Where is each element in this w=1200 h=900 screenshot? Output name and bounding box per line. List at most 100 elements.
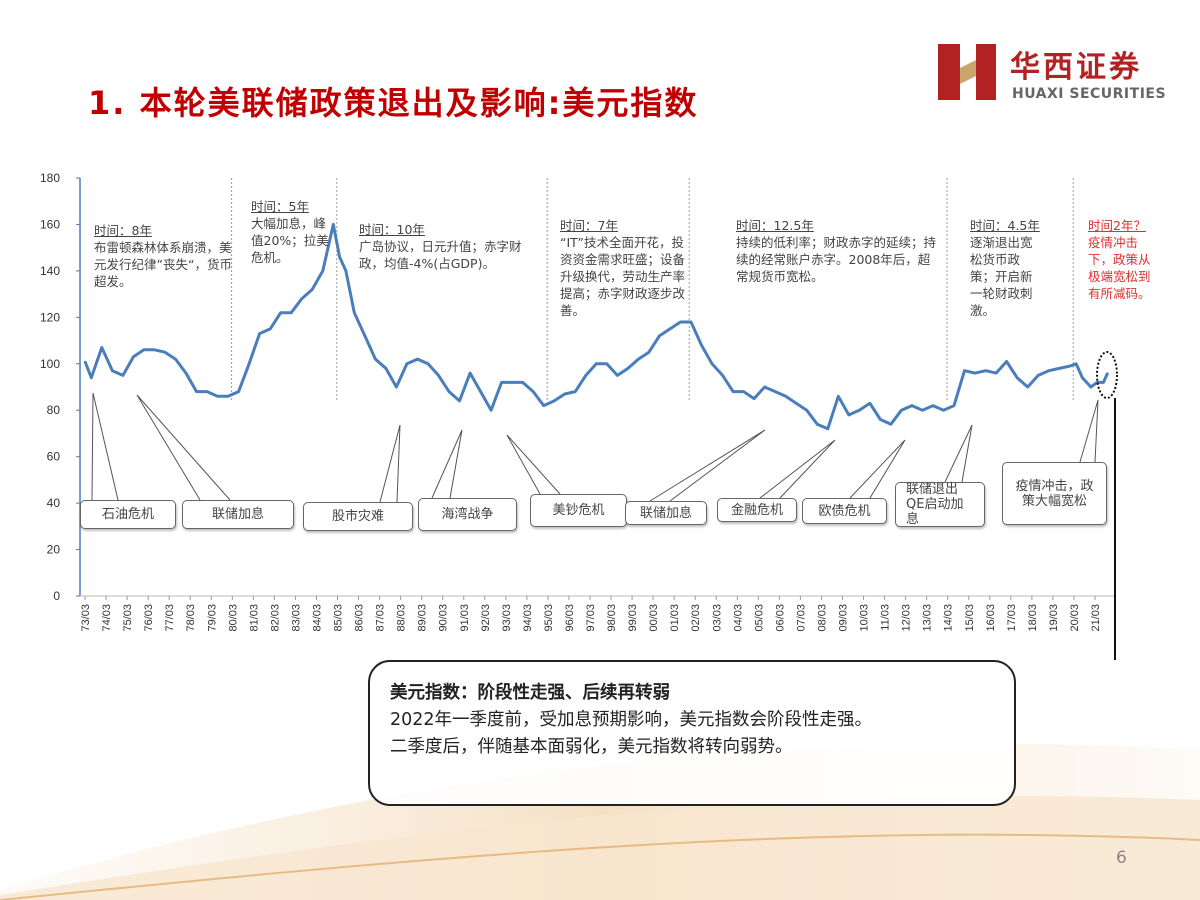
data-point: [995, 372, 997, 374]
data-point: [206, 390, 208, 393]
x-tick-label: 91/03: [459, 604, 471, 632]
callout-pointer: [379, 424, 401, 503]
data-point: [227, 395, 229, 398]
data-point: [374, 358, 377, 360]
x-tick-label: 07/03: [795, 604, 807, 632]
annotation-body: 广岛协议，日元升值；赤字财政，均值-4%(占GDP)。: [359, 239, 522, 271]
data-point: [911, 404, 913, 407]
x-tick-label: 90/03: [438, 604, 450, 632]
data-point: [637, 358, 640, 360]
data-point: [690, 321, 692, 323]
event-euro-debt-crisis: 欧债危机: [802, 498, 887, 524]
data-point: [174, 358, 177, 360]
x-tick-label: 96/03: [564, 604, 576, 632]
data-point: [784, 395, 787, 398]
data-point: [879, 418, 882, 421]
data-point: [395, 386, 398, 388]
data-point: [437, 374, 440, 377]
data-point: [553, 400, 556, 402]
x-tick-label: 06/03: [774, 604, 786, 632]
data-point: [848, 414, 850, 416]
y-tick-label: 40: [47, 496, 61, 510]
x-tick-label: 13/03: [922, 604, 934, 632]
x-tick-label: 21/03: [1090, 604, 1102, 632]
data-point: [521, 381, 524, 384]
data-point: [1081, 376, 1084, 379]
company-logo: [938, 44, 996, 100]
annotation-1985: 时间：10年 广岛协议，日元升值；赤字财政，均值-4%(占GDP)。: [359, 221, 544, 272]
logo-en-text: HUAXI SECURITIES: [1012, 86, 1167, 102]
annotation-2002: 时间：12.5年 持续的低利率；财政赤字的延续；持续的经常账户赤字。2008年后…: [736, 217, 936, 285]
data-point: [84, 360, 86, 363]
data-point: [237, 390, 240, 393]
x-tick-label: 82/03: [269, 604, 281, 632]
annotation-2020: 时间2年？ 疫情冲击下，政策从极端宽松到有所减码。: [1088, 217, 1156, 302]
data-point: [711, 362, 713, 365]
dollar-index-line: [83, 222, 1109, 431]
data-point: [648, 351, 650, 353]
dollar-index-chart: 0 20 40 60 80 100 120 140 160 180 73/03 74/03 75/03 7…: [40, 171, 1118, 660]
x-tick-label: 19/03: [1048, 604, 1060, 632]
data-point: [311, 288, 314, 291]
y-tick-label: 160: [40, 217, 60, 231]
data-point: [416, 358, 419, 360]
logo-cn-text: 华西证券: [1010, 50, 1142, 85]
y-tick-label: 80: [47, 403, 61, 417]
x-tick-label: 83/03: [290, 604, 302, 632]
data-point: [153, 349, 156, 351]
data-point: [1068, 365, 1071, 367]
event-oil-crisis: 石油危机: [80, 500, 176, 529]
event-dollar-crisis: 美钞危机: [530, 494, 627, 527]
x-tick-label: 12/03: [901, 604, 913, 632]
annotation-1995: 时间：7年 “IT”技术全面开花，投资资金需求旺盛；设备升级换代，劳动生产率提高…: [560, 217, 685, 319]
annotation-head: 时间：8年: [94, 223, 152, 238]
x-tick-label: 98/03: [606, 604, 618, 632]
annotation-body: 疫情冲击下，政策从极端宽松到有所减码。: [1088, 235, 1151, 301]
callout-pointer: [136, 394, 231, 501]
x-tick-label: 92/03: [480, 604, 492, 632]
data-point: [90, 376, 93, 379]
annotation-head: 时间：12.5年: [736, 218, 814, 233]
x-tick-label: 00/03: [648, 604, 660, 632]
x-tick-label: 77/03: [164, 604, 176, 632]
data-point: [1106, 372, 1109, 374]
event-gulf-war: 海湾战争: [418, 498, 517, 531]
x-tick-label: 17/03: [1006, 604, 1018, 632]
data-point: [269, 328, 271, 330]
y-tick-label: 20: [47, 543, 61, 557]
callout-pointer: [849, 439, 906, 499]
data-point: [448, 390, 450, 393]
data-point: [111, 369, 114, 372]
data-point: [1005, 360, 1008, 363]
y-tick-label: 0: [53, 589, 60, 603]
data-point: [869, 402, 871, 405]
callout-pointer: [506, 434, 561, 495]
data-point: [1026, 386, 1029, 388]
data-point: [345, 270, 347, 272]
data-point: [763, 386, 766, 388]
data-point: [279, 311, 282, 314]
data-point: [300, 297, 303, 300]
annotation-body: 布雷顿森林体系崩溃，美元发行纪律”丧失“，货币超发。: [94, 240, 232, 289]
data-point: [427, 362, 429, 365]
data-point: [658, 335, 661, 337]
x-tick-label: 88/03: [396, 604, 408, 632]
annotation-1973: 时间：8年 布雷顿森林体系崩溃，美元发行纪律”丧失“，货币超发。: [94, 222, 234, 290]
x-tick-label: 79/03: [206, 604, 218, 632]
data-point: [321, 270, 324, 272]
data-point: [816, 423, 819, 425]
data-point: [458, 400, 461, 402]
data-point: [774, 390, 776, 393]
x-tick-label: 05/03: [753, 604, 765, 632]
data-point: [500, 381, 503, 384]
x-tick-label: 15/03: [964, 604, 976, 632]
data-point: [1089, 386, 1092, 388]
x-tick-label: 02/03: [690, 604, 702, 632]
event-fed-hike-1: 联储加息: [182, 500, 294, 529]
x-tick-label: 94/03: [522, 604, 534, 632]
annotation-body: 逐渐退出宽松货币政策；开启新一轮财政刺激。: [970, 235, 1033, 318]
data-point: [469, 372, 471, 374]
x-tick-label: 16/03: [985, 604, 997, 632]
data-point: [290, 311, 293, 314]
data-point: [353, 311, 356, 314]
